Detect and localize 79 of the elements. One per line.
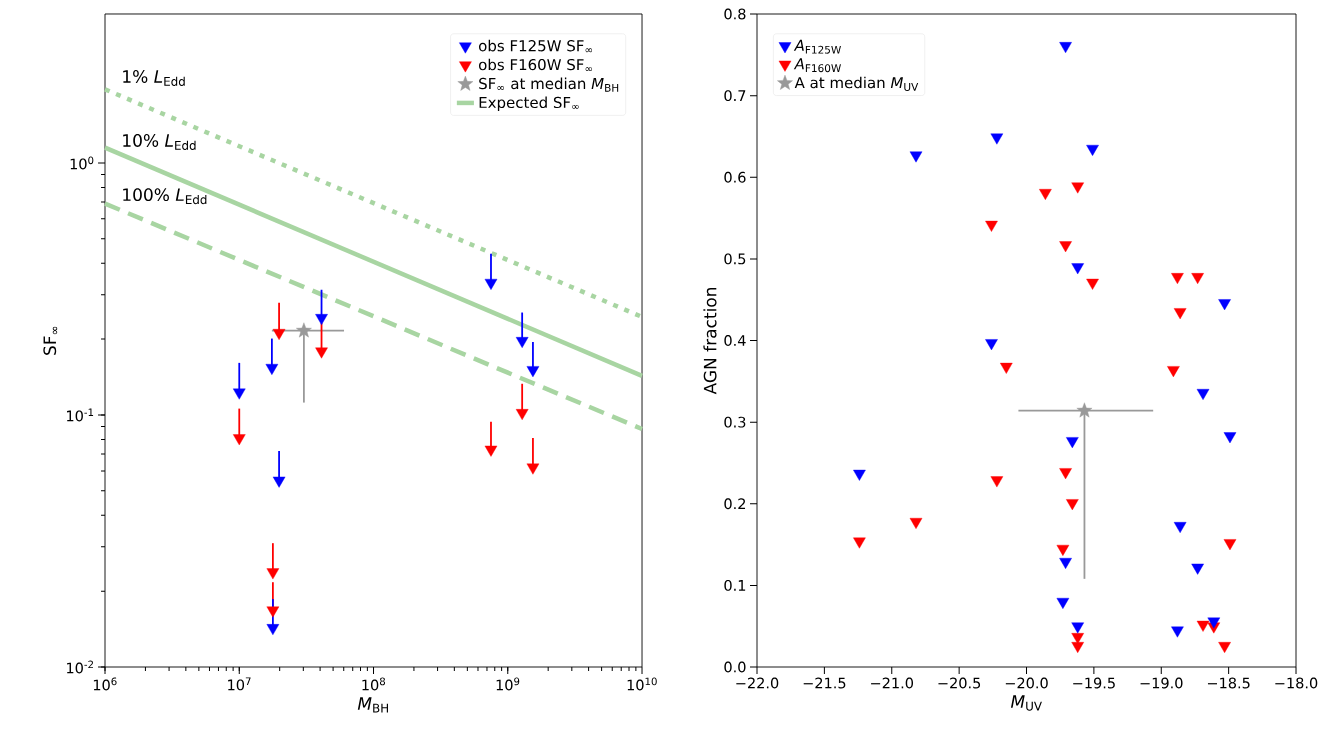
point: [1191, 563, 1204, 575]
legend-label: A$_{F125W}$: [793, 39, 841, 54]
point: [1173, 522, 1187, 533]
x-tick-label: −19.5: [1073, 677, 1115, 689]
x-tick-label: −21.5: [803, 677, 846, 689]
y-tick-label: 10$^{-1}$: [67, 408, 94, 422]
point: [1056, 598, 1070, 609]
x-tick-label: −18.0: [1275, 677, 1318, 689]
y-tick-label: 10$^{-2}$: [67, 660, 93, 674]
x-axis-title: M$_{UV}$: [1010, 695, 1042, 711]
legend-label: Expected SF$_{∞}$: [479, 96, 579, 111]
x-axis-title: M$_{BH}$: [357, 697, 388, 713]
y-tick-label: 0.4: [724, 335, 746, 346]
point: [1223, 432, 1237, 444]
point: [1207, 617, 1221, 629]
point: [1071, 182, 1084, 194]
point: [1218, 299, 1231, 311]
point: [853, 537, 866, 549]
legend-label: A at median M$_{UV}$: [794, 76, 919, 91]
y-tick-label: 0.1: [724, 579, 746, 591]
x-tick-label: 10$^{10}$: [627, 677, 657, 691]
point: [1223, 539, 1237, 551]
point: [1196, 620, 1210, 632]
legend-label: SF$_{∞}$ at median M$_{BH}$: [479, 77, 619, 92]
annotation: 10% L$_{Edd}$: [123, 134, 196, 150]
point: [1191, 273, 1204, 285]
point: [1066, 437, 1079, 449]
point: [909, 518, 923, 529]
y-tick-label: 0.5: [724, 253, 746, 265]
annotation: 1% L$_{Edd}$: [123, 70, 185, 86]
point: [1171, 626, 1184, 638]
point: [1173, 308, 1187, 320]
point: [1059, 558, 1072, 569]
point: [990, 133, 1004, 145]
x-tick-label: 10$^{6}$: [93, 677, 117, 691]
legend-label: A$_{F160W}$: [793, 58, 841, 73]
point: [1056, 544, 1070, 556]
y-tick-label: 10$^{0}$: [70, 156, 94, 170]
x-tick-label: −21.0: [871, 677, 914, 689]
point: [1086, 278, 1099, 290]
x-tick-label: −22.0: [736, 677, 779, 689]
point: [1039, 189, 1052, 200]
point: [1059, 468, 1072, 480]
point: [1071, 633, 1084, 644]
y-tick-label: 0.2: [724, 498, 746, 510]
point: [1086, 144, 1099, 156]
y-axis-title: SF$_{∞}$: [43, 326, 58, 355]
x-tick-label: 10$^{9}$: [496, 677, 520, 691]
y-axis-title: AGN fraction: [703, 287, 717, 395]
point: [1218, 642, 1231, 653]
point: [1071, 622, 1084, 634]
point: [853, 469, 866, 481]
legend-label: obs F160W SF$_{∞}$: [479, 58, 593, 72]
x-tick-label: −20.5: [938, 677, 981, 689]
point: [1059, 42, 1072, 54]
y-tick-label: 0.3: [724, 416, 746, 428]
annotation: 100% L$_{Edd}$: [123, 188, 207, 205]
point: [1000, 362, 1013, 374]
point: [985, 220, 998, 232]
point: [1071, 642, 1084, 653]
point: [1196, 389, 1210, 400]
point: [1066, 499, 1079, 511]
point: [909, 151, 923, 163]
y-tick-label: 0.8: [724, 8, 746, 20]
point: [1071, 263, 1084, 275]
legend-label: obs F125W SF$_{∞}$: [479, 39, 593, 53]
x-tick-label: −19.0: [1140, 677, 1183, 689]
y-tick-label: 0.6: [724, 171, 746, 183]
x-tick-label: 10$^{7}$: [228, 677, 251, 691]
point: [1059, 241, 1072, 253]
x-tick-label: −18.5: [1207, 677, 1250, 689]
point: [990, 476, 1004, 488]
x-tick-label: 10$^{8}$: [362, 677, 386, 691]
point: [985, 339, 998, 351]
x-tick-label: −20.0: [1005, 677, 1048, 689]
point: [1167, 366, 1180, 378]
y-tick-label: 0.7: [724, 90, 746, 102]
point: [1171, 273, 1184, 285]
y-tick-label: 0.0: [724, 661, 746, 673]
